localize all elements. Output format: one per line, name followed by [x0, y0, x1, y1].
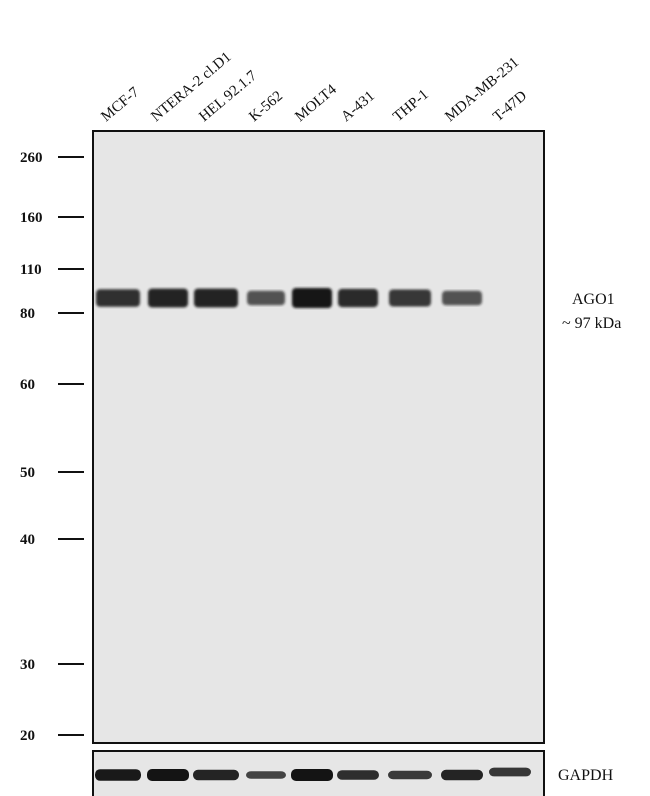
gapdh-band — [489, 767, 531, 777]
ago1-band — [247, 290, 285, 306]
ago1-band — [389, 289, 431, 307]
marker-label: 110 — [20, 262, 42, 278]
marker-label: 60 — [20, 377, 35, 393]
gapdh-band — [246, 771, 286, 779]
marker-label: 160 — [20, 210, 43, 226]
ago1-band — [194, 288, 238, 308]
gapdh-band — [193, 769, 239, 781]
ago1-band — [442, 290, 482, 306]
marker-label: 50 — [20, 465, 35, 481]
loading-control-name: GAPDH — [558, 767, 614, 784]
lane-label: T-47D — [490, 88, 530, 125]
ago1-band — [338, 288, 378, 308]
lane-label: THP-1 — [390, 87, 432, 126]
target-size: ~ 97 kDa — [562, 315, 621, 332]
marker-label: 40 — [20, 532, 35, 548]
marker-label: 80 — [20, 306, 35, 322]
lane-label: NTERA-2 cl.D1 — [148, 49, 234, 125]
marker-label: 30 — [20, 657, 35, 673]
gapdh-band — [441, 769, 483, 781]
gapdh-band — [388, 770, 432, 780]
lane-label: A-431 — [338, 88, 378, 125]
gapdh-band — [147, 769, 189, 781]
target-name: AGO1 — [572, 291, 615, 308]
marker-label: 20 — [20, 728, 35, 744]
gapdh-band — [95, 769, 141, 781]
lane-label: K-562 — [246, 88, 286, 125]
marker-label: 260 — [20, 150, 43, 166]
lane-label: MOLT4 — [292, 81, 340, 125]
main-membrane — [92, 130, 545, 744]
gapdh-band — [337, 770, 379, 780]
lane-label: MCF-7 — [98, 84, 143, 125]
gapdh-band — [291, 769, 333, 781]
ago1-band — [96, 289, 140, 307]
ago1-band — [292, 288, 332, 308]
ago1-band — [148, 288, 188, 308]
